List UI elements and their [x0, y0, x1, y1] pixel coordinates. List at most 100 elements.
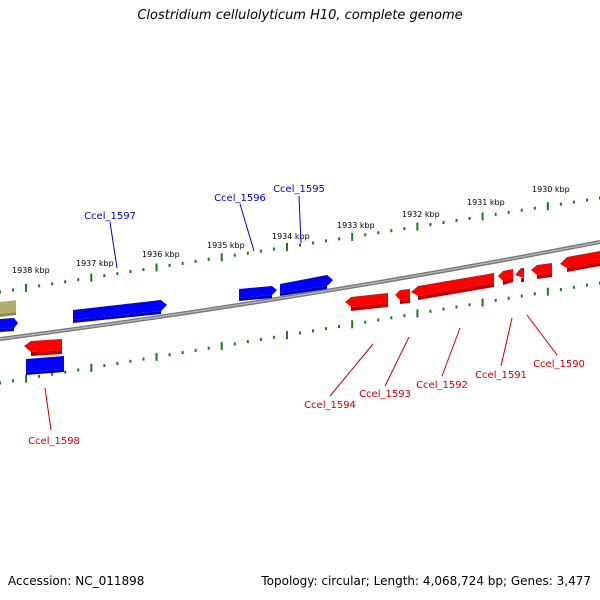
gene-ccel-1598[interactable] — [26, 356, 64, 375]
upper-tick-minor — [390, 229, 393, 233]
lower-tick-minor — [533, 292, 536, 296]
upper-tick-minor — [494, 212, 497, 216]
scale-labels: 1938 kbp 1937 kbp 1936 kbp 1935 kbp 1934… — [12, 185, 570, 275]
lower-tick-minor — [272, 335, 275, 339]
gene-ccel-1596[interactable] — [239, 286, 277, 301]
lower-tick-major — [546, 287, 549, 296]
upper-tick-minor — [377, 231, 380, 235]
scale-label-1938: 1938 kbp — [12, 266, 50, 275]
scale-label-1934: 1934 kbp — [272, 232, 310, 241]
upper-tick-minor — [559, 202, 562, 206]
lower-tick-minor — [0, 381, 1, 385]
upper-tick-major — [546, 202, 549, 211]
upper-tick-minor — [507, 210, 510, 214]
scale-label-1932: 1932 kbp — [402, 210, 440, 219]
lower-tick-minor — [12, 379, 15, 383]
accession-label: Accession: NC_011898 — [8, 574, 145, 588]
scale-label-1933: 1933 kbp — [337, 221, 375, 230]
lower-tick-minor — [129, 359, 132, 363]
lower-tick-minor — [168, 353, 171, 357]
map-title: Clostridium cellulolyticum H10, complete… — [137, 8, 463, 23]
label-ccel-1591: Ccel_1591 — [475, 370, 527, 381]
leader-ccel-1592 — [441, 327, 461, 377]
lower-tick-minor — [520, 294, 523, 298]
gene-ccel-1595[interactable] — [280, 275, 333, 296]
label-ccel-1598: Ccel_1598 — [28, 436, 80, 447]
leader-ccel-1598 — [44, 387, 52, 431]
upper-tick-minor — [233, 253, 236, 257]
upper-tick-minor — [364, 233, 367, 237]
lower-tick-minor — [51, 372, 54, 376]
leader-ccel-1591 — [500, 317, 513, 367]
upper-tick-minor — [103, 274, 106, 278]
upper-tick-minor — [142, 268, 145, 272]
upper-tick-minor — [259, 249, 262, 253]
upper-tick-minor — [272, 247, 275, 251]
scale-label-1936: 1936 kbp — [142, 250, 180, 259]
upper-tick-minor — [0, 290, 1, 294]
label-ccel-1590: Ccel_1590 — [533, 359, 585, 370]
scale-label-1935: 1935 kbp — [207, 241, 245, 250]
upper-tick-minor — [325, 239, 328, 243]
lower-tick-minor — [77, 368, 80, 372]
leader-ccel-1594 — [329, 343, 374, 397]
lower-tick-major — [25, 374, 28, 383]
gene-red-left[interactable] — [24, 339, 62, 356]
upper-tick-major — [481, 212, 484, 221]
gene-ccel-1592[interactable] — [411, 273, 494, 300]
leader-ccel-1590 — [526, 314, 558, 356]
upper-tick-minor — [246, 251, 249, 255]
scale-label-1930: 1930 kbp — [532, 185, 570, 194]
scale-label-1931: 1931 kbp — [467, 198, 505, 207]
upper-tick-major — [90, 273, 93, 282]
lower-tick-minor — [207, 346, 210, 350]
upper-tick-minor — [455, 218, 458, 222]
lower-tick-minor — [116, 361, 119, 365]
lower-tick-major — [416, 309, 419, 318]
upper-tick-minor — [429, 223, 432, 227]
gene-forward-edge[interactable] — [0, 318, 18, 332]
lower-tick-minor — [103, 364, 106, 368]
scale-label-1937: 1937 kbp — [76, 259, 114, 268]
other-feature[interactable] — [0, 300, 16, 317]
leader-ccel-1595 — [298, 195, 302, 244]
upper-tick-minor — [468, 216, 471, 220]
lower-tick-minor — [364, 320, 367, 324]
lower-tick-minor — [38, 374, 41, 378]
gene-ccel-1594[interactable] — [345, 293, 388, 311]
upper-tick-minor — [299, 243, 301, 247]
lower-scale-ticks — [0, 281, 600, 385]
lower-tick-major — [155, 352, 158, 361]
upper-tick-major — [416, 222, 419, 231]
gene-ccel-1591-b[interactable] — [515, 268, 524, 282]
gene-ccel-1593[interactable] — [395, 289, 410, 304]
label-ccel-1596: Ccel_1596 — [214, 193, 266, 204]
gene-ccel-1590[interactable] — [531, 263, 552, 279]
lower-tick-minor — [455, 305, 458, 309]
upper-tick-minor — [312, 241, 315, 245]
upper-tick-minor — [533, 206, 536, 210]
upper-tick-major — [155, 263, 158, 272]
lower-tick-minor — [338, 324, 341, 328]
upper-tick-minor — [38, 284, 41, 288]
upper-tick-minor — [194, 259, 197, 263]
gene-ccel-1597[interactable] — [73, 300, 167, 323]
gene-red-right-edge[interactable] — [560, 251, 600, 272]
label-ccel-1594: Ccel_1594 — [304, 400, 356, 411]
leader-ccel-1593 — [384, 336, 410, 387]
label-ccel-1597: Ccel_1597 — [84, 211, 136, 222]
upper-tick-minor — [520, 208, 523, 212]
lower-tick-minor — [246, 340, 249, 344]
label-ccel-1593: Ccel_1593 — [359, 389, 411, 400]
lower-tick-minor — [142, 357, 145, 361]
lower-tick-minor — [64, 370, 67, 374]
leader-ccel-1597 — [109, 221, 118, 269]
genome-summary: Topology: circular; Length: 4,068,724 bp… — [261, 574, 591, 588]
upper-tick-minor — [338, 237, 341, 241]
lower-tick-minor — [312, 329, 315, 333]
lower-tick-minor — [468, 303, 471, 307]
gene-ccel-1591[interactable] — [498, 269, 513, 285]
lower-tick-minor — [259, 338, 262, 342]
upper-tick-minor — [12, 288, 15, 292]
lower-tick-minor — [442, 307, 445, 311]
